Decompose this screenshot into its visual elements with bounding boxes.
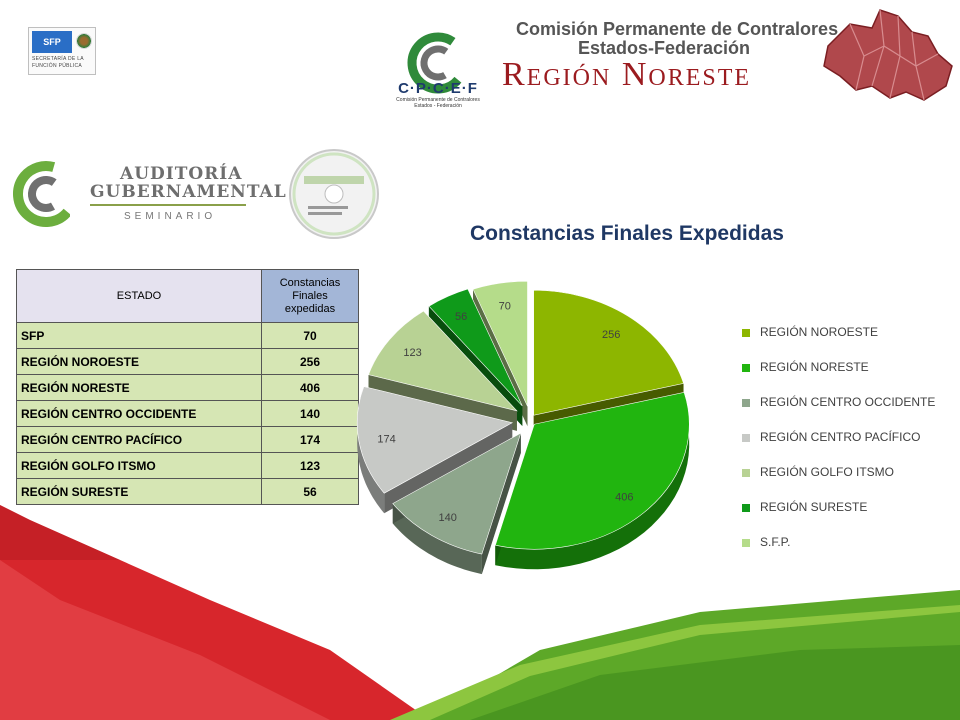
table-cell-name: REGIÓN GOLFO ITSMO bbox=[16, 452, 262, 479]
region-title: Región Noreste bbox=[502, 56, 752, 93]
legend-swatch bbox=[742, 504, 750, 512]
commission-title-line1: Comisión Permanente de Contralores bbox=[516, 19, 839, 39]
legend-label: REGIÓN GOLFO ITSMO bbox=[760, 465, 895, 479]
pie-slice-7 bbox=[472, 280, 528, 407]
pie-slice-2 bbox=[494, 392, 690, 550]
table-cell-value: 174 bbox=[261, 426, 359, 453]
data-label: 406 bbox=[615, 492, 633, 504]
commission-title-line2: Estados-Federación bbox=[578, 38, 751, 58]
cd-disc-icon bbox=[289, 149, 379, 239]
pie-slice-3 bbox=[392, 432, 522, 555]
sfp-subtitle-2: FUNCIÓN PÚBLICA bbox=[32, 63, 83, 69]
pie-slice-side bbox=[357, 386, 385, 514]
column-header-estado: ESTADO bbox=[16, 269, 262, 323]
legend-label: REGIÓN CENTRO OCCIDENTE bbox=[760, 395, 936, 409]
cpcef-subtitle-1: Comisión Permanente de Contralores bbox=[396, 97, 480, 103]
table-cell-value: 406 bbox=[261, 374, 359, 401]
data-label: 56 bbox=[455, 311, 467, 323]
table-cell-value: 140 bbox=[261, 400, 359, 427]
chart-title: Constancias Finales Expedidas bbox=[470, 222, 784, 245]
pie-slice-side bbox=[392, 503, 482, 575]
table-row: REGIÓN NORESTE 406 bbox=[16, 374, 359, 401]
pie-slice-4 bbox=[356, 386, 514, 494]
table-row: REGIÓN CENTRO OCCIDENTE 140 bbox=[16, 400, 359, 427]
table-cell-name: REGIÓN NORESTE bbox=[16, 374, 262, 401]
legend-label: REGIÓN NORESTE bbox=[760, 360, 869, 374]
table-row: REGIÓN SURESTE 56 bbox=[16, 478, 359, 505]
data-label: 123 bbox=[403, 347, 421, 359]
table-row: REGIÓN NOROESTE 256 bbox=[16, 348, 359, 375]
column-header-constancias: Constancias Finales expedidas bbox=[261, 269, 359, 323]
seminar-title-line3: SEMINARIO bbox=[124, 211, 217, 222]
table-row: REGIÓN CENTRO PACÍFICO 174 bbox=[16, 426, 359, 453]
legend-label: REGIÓN NOROESTE bbox=[760, 325, 879, 339]
data-label: 70 bbox=[499, 300, 511, 312]
seminar-title-line2: GUBERNAMENTAL bbox=[90, 182, 287, 202]
table-cell-name: REGIÓN CENTRO OCCIDENTE bbox=[16, 400, 262, 427]
pie-slice-6 bbox=[428, 288, 523, 407]
sfp-subtitle-1: SECRETARÍA DE LA bbox=[32, 56, 84, 62]
legend-swatch bbox=[742, 469, 750, 477]
pie-chart: 256 406 140 174 123 56 70 bbox=[356, 280, 690, 575]
table-cell-value: 56 bbox=[261, 478, 359, 505]
legend-swatch bbox=[742, 364, 750, 372]
table-cell-name: SFP bbox=[16, 322, 262, 349]
cpcef-subtitle-2: Estados - Federación bbox=[414, 103, 462, 109]
legend-swatch bbox=[742, 329, 750, 337]
table-cell-value: 123 bbox=[261, 452, 359, 479]
table-cell-name: REGIÓN SURESTE bbox=[16, 478, 262, 505]
table-cell-name: REGIÓN NOROESTE bbox=[16, 348, 262, 375]
table-cell-name: REGIÓN CENTRO PACÍFICO bbox=[16, 426, 262, 453]
pie-slice-side bbox=[495, 392, 690, 570]
cpcef-acronym: C·P·C·E·F bbox=[398, 80, 478, 97]
auditoria-logo-icon bbox=[13, 161, 70, 227]
pie-slice-edge bbox=[481, 433, 521, 575]
legend-label: REGIÓN CENTRO PACÍFICO bbox=[760, 430, 921, 444]
data-label: 256 bbox=[602, 329, 620, 341]
legend-label: S.F.P. bbox=[760, 535, 791, 549]
data-label: 174 bbox=[377, 433, 395, 445]
region-map-icon bbox=[823, 9, 953, 101]
legend-swatch bbox=[742, 539, 750, 547]
legend-swatch bbox=[742, 399, 750, 407]
seminar-divider bbox=[90, 204, 246, 206]
pie-slice-1 bbox=[533, 289, 684, 416]
data-label: 140 bbox=[439, 512, 457, 524]
table-row: SFP 70 bbox=[16, 322, 359, 349]
legend-swatch bbox=[742, 434, 750, 442]
cpcef-logo-icon bbox=[407, 32, 469, 94]
cpcef-text: C·P·C·E·F Comisión Permanente de Contral… bbox=[396, 80, 480, 109]
table-cell-value: 256 bbox=[261, 348, 359, 375]
mexico-seal-icon bbox=[76, 33, 92, 49]
table-row: REGIÓN GOLFO ITSMO 123 bbox=[16, 452, 359, 479]
sfp-abbreviation: SFP bbox=[32, 31, 72, 53]
legend-label: REGIÓN SURESTE bbox=[760, 500, 868, 514]
constancias-table: ESTADO Constancias Finales expedidas SFP… bbox=[16, 269, 359, 505]
seminar-title-line1: AUDITORÍA bbox=[120, 164, 243, 184]
pie-slice-5 bbox=[368, 310, 518, 412]
sfp-logo: SFP SECRETARÍA DE LA FUNCIÓN PÚBLICA bbox=[28, 27, 96, 75]
